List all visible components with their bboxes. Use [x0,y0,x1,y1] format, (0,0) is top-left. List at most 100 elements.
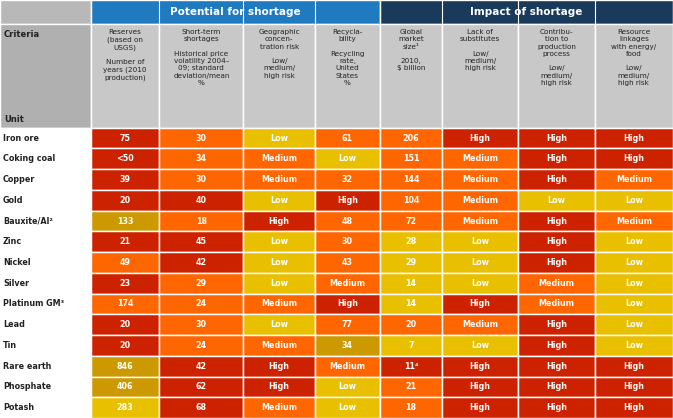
Bar [380,148,442,169]
Bar [160,314,244,335]
Text: Medium: Medium [462,175,498,184]
Bar [91,335,160,356]
Text: 20: 20 [120,320,131,329]
Bar [518,314,595,335]
Text: 104: 104 [402,196,419,205]
Bar [160,335,244,356]
Text: Medium: Medium [261,299,297,308]
Text: Impact of shortage: Impact of shortage [470,7,583,17]
Text: 14: 14 [405,299,417,308]
Bar [380,127,442,148]
Bar [244,397,315,418]
Text: Lack of
substitutes

Low/
medium/
high risk: Lack of substitutes Low/ medium/ high ri… [460,29,500,71]
Bar [0,232,91,252]
Bar [315,127,380,148]
Bar [315,232,380,252]
Text: Medium: Medium [261,154,297,163]
Bar [380,211,442,232]
Text: 30: 30 [196,320,207,329]
Text: High: High [337,196,358,205]
Bar [0,211,91,232]
Text: Unit: Unit [4,115,24,124]
Text: 28: 28 [405,237,417,246]
Bar [244,232,315,252]
Text: Medium: Medium [462,196,498,205]
Text: 20: 20 [405,320,417,329]
Text: Low: Low [548,196,565,205]
Text: Phosphate: Phosphate [3,382,51,391]
Text: 283: 283 [116,403,133,412]
Text: 72: 72 [405,217,417,225]
Text: <50: <50 [116,154,134,163]
Text: Medium: Medium [261,341,297,350]
Bar [91,252,160,273]
Text: Tin: Tin [3,341,17,350]
Bar [160,148,244,169]
Bar [0,335,91,356]
Bar [595,293,673,314]
Text: Low: Low [271,279,288,288]
Bar [91,314,160,335]
Bar [315,377,380,397]
Text: Iron ore: Iron ore [3,134,39,143]
Bar [595,148,673,169]
Bar [0,148,91,169]
Bar [518,211,595,232]
Bar [380,0,673,24]
Bar [442,377,518,397]
Bar [244,356,315,377]
Text: Coking coal: Coking coal [3,154,55,163]
Text: 29: 29 [196,279,207,288]
Bar [315,24,380,127]
Text: Low: Low [625,196,643,205]
Text: 406: 406 [117,382,133,391]
Bar [91,273,160,293]
Bar [91,293,160,314]
Bar [518,397,595,418]
Bar [518,356,595,377]
Text: High: High [546,258,567,267]
Text: Low: Low [625,258,643,267]
Bar [244,127,315,148]
Bar [160,293,244,314]
Text: Criteria: Criteria [4,30,40,39]
Bar [315,356,380,377]
Text: 49: 49 [120,258,131,267]
Bar [518,148,595,169]
Text: Medium: Medium [261,175,297,184]
Bar [595,169,673,190]
Bar [442,397,518,418]
Text: 77: 77 [342,320,353,329]
Bar [595,24,673,127]
Text: High: High [546,362,567,371]
Text: Potential for shortage: Potential for shortage [170,7,301,17]
Text: 144: 144 [402,175,419,184]
Bar [442,148,518,169]
Text: 32: 32 [342,175,353,184]
Bar [380,335,442,356]
Bar [160,397,244,418]
Text: 14: 14 [405,279,417,288]
Text: Low: Low [271,134,288,143]
Text: 34: 34 [196,154,207,163]
Bar [518,377,595,397]
Text: High: High [623,382,644,391]
Bar [91,127,160,148]
Bar [442,24,518,127]
Text: Short-term
shortages

Historical price
volatility 2004–
09; standard
deviation/m: Short-term shortages Historical price vo… [173,29,229,86]
Bar [442,293,518,314]
Text: 23: 23 [120,279,131,288]
Text: 18: 18 [196,217,207,225]
Text: Resource
linkages
with energy/
food

Low/
medium/
high risk: Resource linkages with energy/ food Low/… [611,29,656,86]
Text: 68: 68 [196,403,207,412]
Bar [160,252,244,273]
Text: High: High [623,403,644,412]
Text: High: High [546,134,567,143]
Bar [595,397,673,418]
Text: Medium: Medium [462,320,498,329]
Bar [244,169,315,190]
Text: Silver: Silver [3,279,29,288]
Text: 62: 62 [196,382,207,391]
Bar [442,252,518,273]
Bar [91,397,160,418]
